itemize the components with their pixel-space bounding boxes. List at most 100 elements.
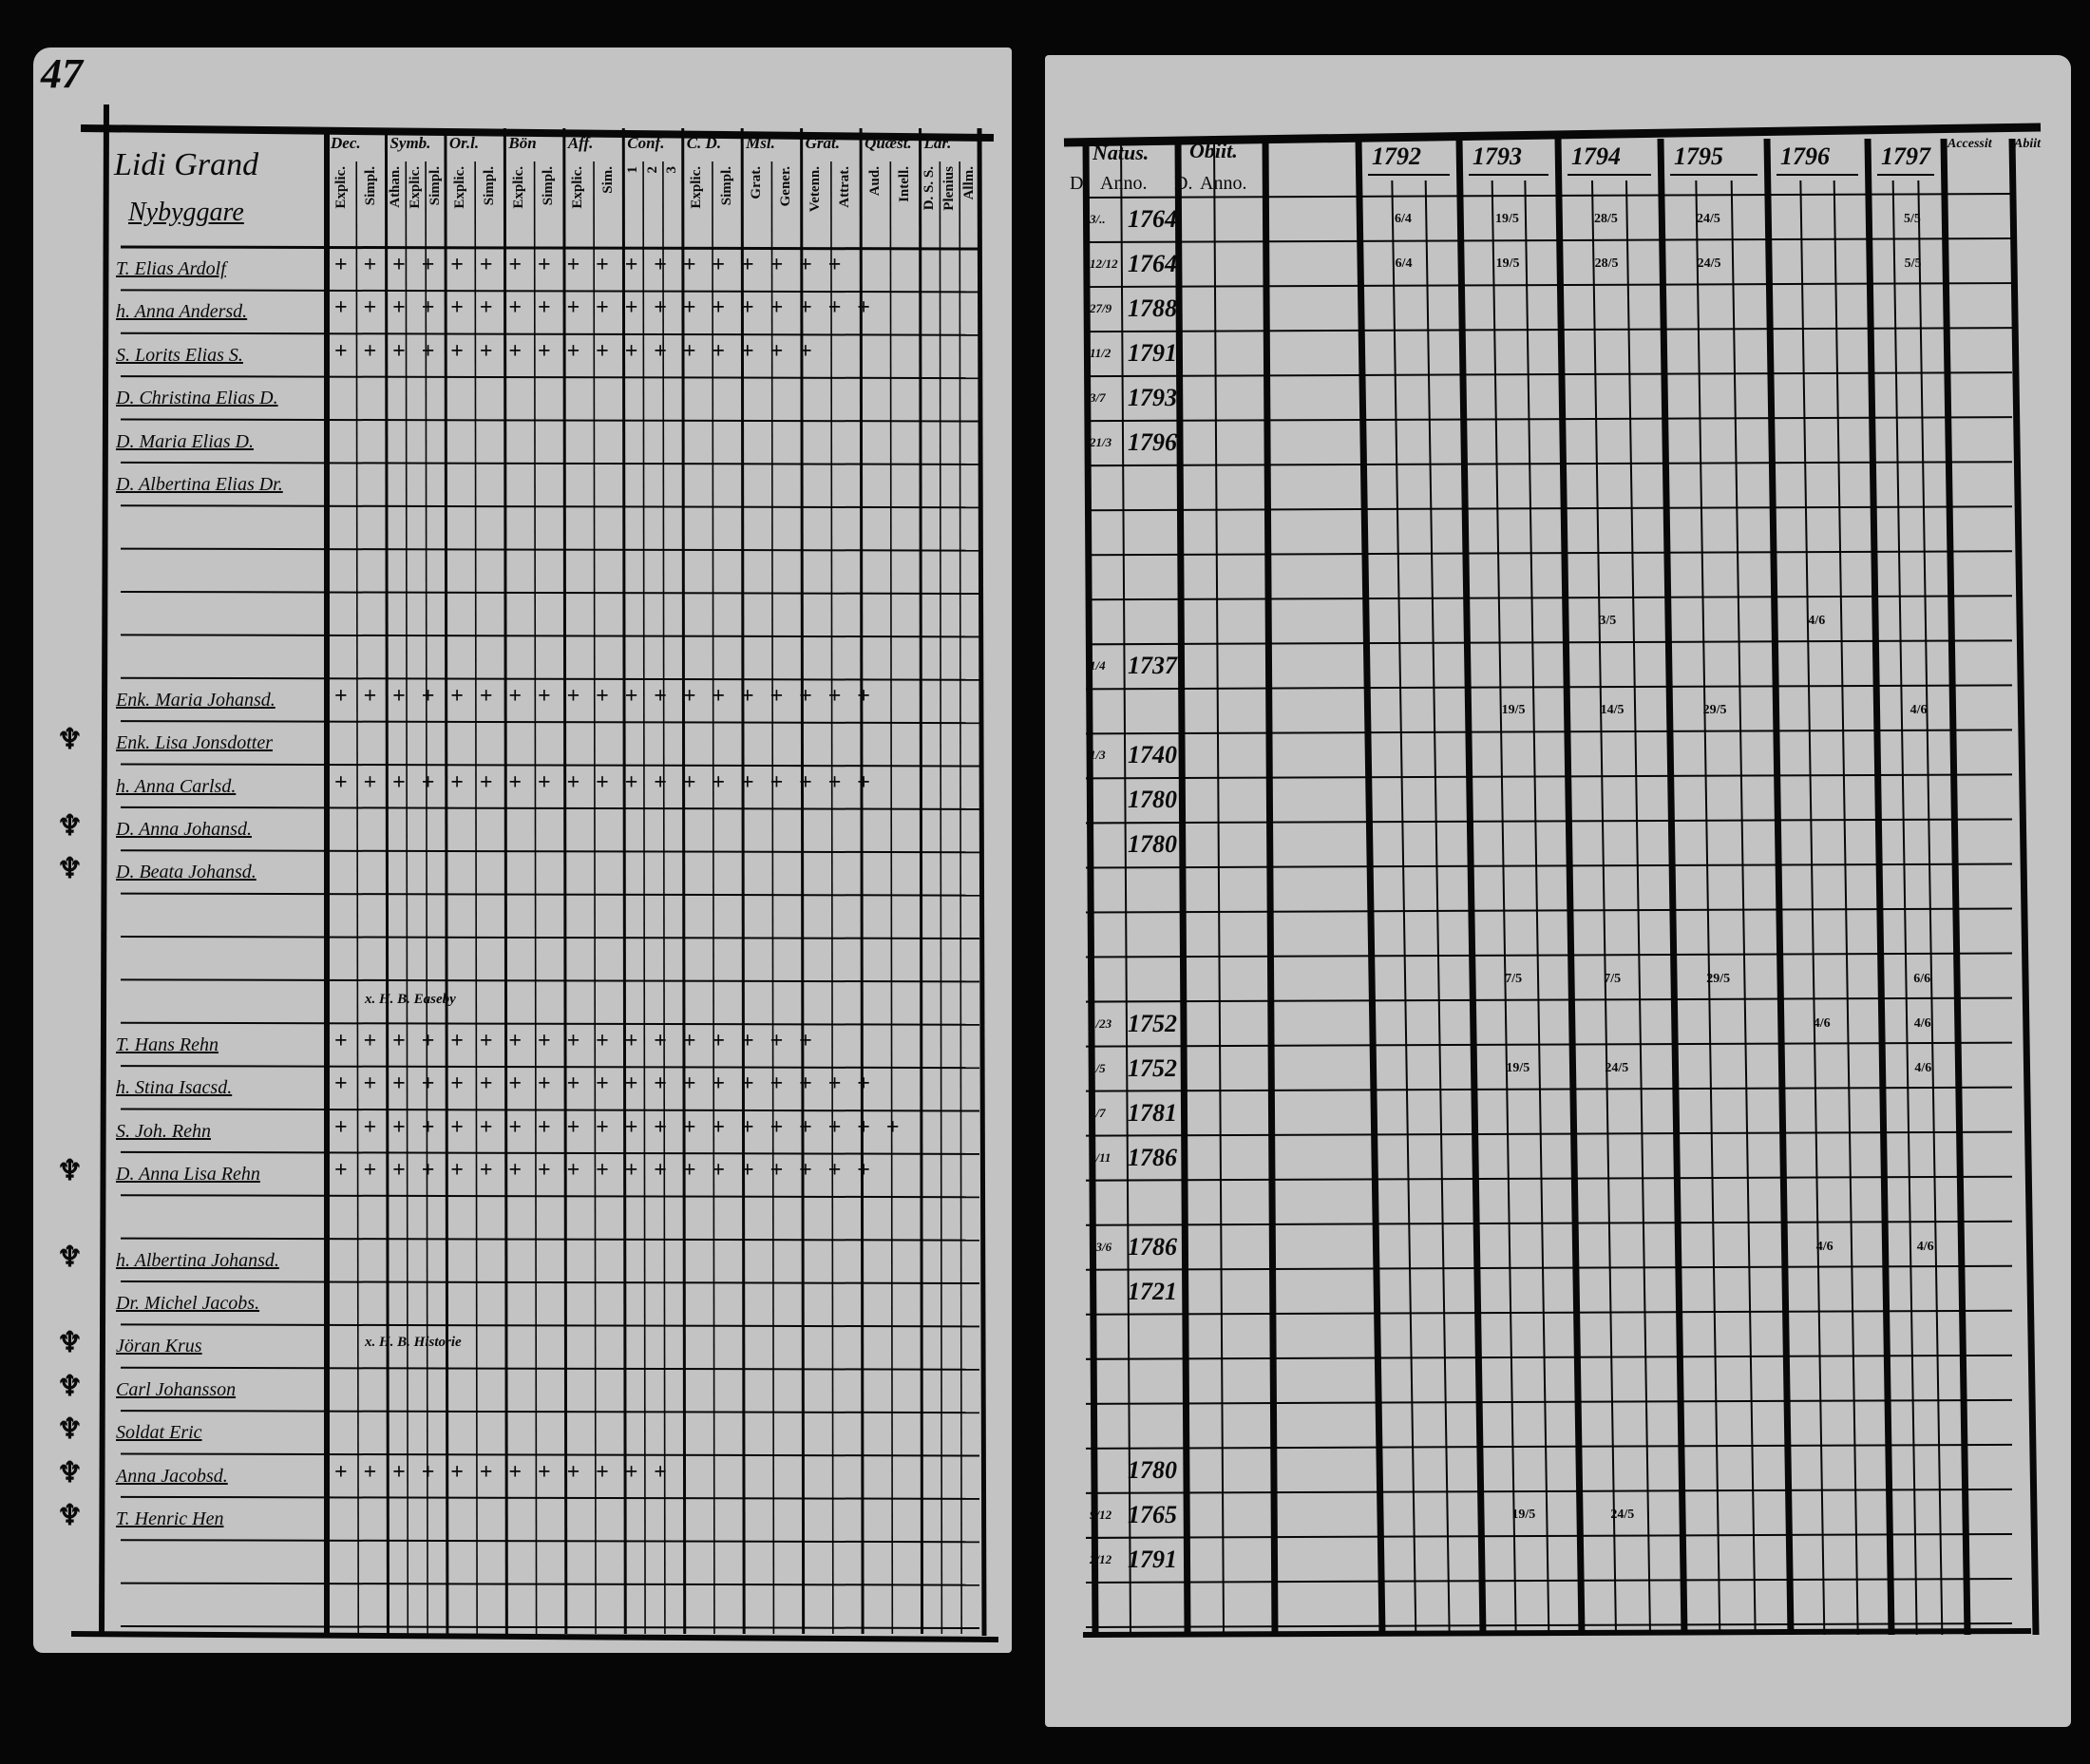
attendance-mark: + bbox=[508, 1157, 522, 1183]
examination-date: 14/5 bbox=[1600, 703, 1624, 718]
examination-date: 24/5 bbox=[1610, 1507, 1635, 1522]
attendance-mark: + bbox=[654, 295, 667, 321]
sub-column-rule bbox=[1491, 180, 1517, 1636]
attendance-mark: + bbox=[857, 295, 870, 321]
row-rule bbox=[1085, 595, 2013, 601]
attendance-mark: + bbox=[363, 1072, 377, 1097]
row-rule bbox=[120, 720, 980, 725]
header-top-rule bbox=[80, 124, 995, 142]
column-rule bbox=[1940, 138, 1971, 1636]
examination-date: 29/5 bbox=[1706, 971, 1731, 986]
row-rule bbox=[1085, 818, 2013, 825]
attendance-mark: + bbox=[799, 338, 812, 364]
attendance-mark: + bbox=[624, 295, 638, 321]
attendance-mark: + bbox=[392, 1459, 406, 1485]
sub-column-header: Explic. bbox=[332, 166, 349, 209]
attendance-mark: + bbox=[392, 1114, 406, 1140]
examination-date: 19/5 bbox=[1495, 256, 1520, 272]
row-rule bbox=[1085, 729, 2013, 735]
birth-day: 1/5 bbox=[1090, 1060, 1106, 1075]
sub-column-header: Simpl. bbox=[427, 166, 443, 206]
attendance-mark: + bbox=[624, 1157, 638, 1183]
attendance-mark: + bbox=[770, 1072, 784, 1097]
attendance-mark: + bbox=[799, 1028, 812, 1053]
row-rule bbox=[1085, 1130, 2013, 1137]
sub-column-rule bbox=[1730, 180, 1757, 1636]
sub-column-header: Vetenn. bbox=[808, 166, 824, 213]
attendance-mark: + bbox=[740, 295, 754, 321]
right-edge-rule bbox=[977, 127, 987, 1637]
attendance-mark: + bbox=[479, 338, 493, 364]
attendance-mark: + bbox=[363, 1028, 377, 1053]
sub-column-header: Attrat. bbox=[837, 166, 853, 208]
attendance-mark: + bbox=[479, 769, 493, 795]
row-rule bbox=[120, 1108, 980, 1112]
attendance-mark: + bbox=[596, 683, 609, 709]
row-rule bbox=[1085, 1264, 2013, 1271]
birth-year: 1793 bbox=[1128, 384, 1177, 412]
attendance-mark: + bbox=[712, 683, 726, 709]
person-name: S. Lorits Elias S. bbox=[116, 344, 243, 366]
attendance-mark: + bbox=[596, 1157, 609, 1183]
attendance-mark: + bbox=[479, 1114, 493, 1140]
person-name: h. Stina Isacsd. bbox=[116, 1077, 233, 1099]
birth-day: 1/23 bbox=[1090, 1015, 1112, 1031]
sub-column-rule bbox=[1891, 180, 1918, 1636]
birth-year: 1765 bbox=[1128, 1500, 1177, 1528]
sub-column-rule bbox=[425, 161, 428, 1635]
attendance-mark: + bbox=[624, 1028, 638, 1053]
column-header: Aff. bbox=[567, 134, 594, 152]
attendance-mark: + bbox=[799, 1114, 812, 1140]
attendance-mark: + bbox=[334, 1028, 348, 1053]
row-rule bbox=[1085, 1041, 2013, 1048]
row-rule bbox=[1085, 371, 2013, 378]
column-rule bbox=[1120, 138, 1131, 1636]
attendance-mark: + bbox=[712, 1114, 726, 1140]
sub-column-rule bbox=[1591, 180, 1617, 1636]
column-rule bbox=[1763, 138, 1795, 1636]
attendance-mark: + bbox=[421, 1157, 435, 1183]
column-rule bbox=[1082, 138, 1099, 1636]
birth-day: 1/4 bbox=[1090, 658, 1106, 673]
attendance-mark: + bbox=[712, 769, 726, 795]
birth-year: 1786 bbox=[1128, 1232, 1177, 1261]
examination-date: 7/5 bbox=[1604, 971, 1622, 986]
attendance-mark: + bbox=[537, 1114, 551, 1140]
deceased-symbol: ♆ bbox=[57, 1241, 83, 1273]
examination-date: 28/5 bbox=[1594, 212, 1618, 226]
attendance-mark: + bbox=[363, 769, 377, 795]
row-rule bbox=[1085, 1622, 2013, 1628]
person-name: D. Anna Johansd. bbox=[116, 818, 252, 840]
person-name: Carl Johansson bbox=[116, 1378, 237, 1400]
row-rule bbox=[120, 849, 980, 854]
person-name: Anna Jacobsd. bbox=[116, 1465, 228, 1487]
attendance-mark: + bbox=[508, 295, 522, 321]
attendance-mark: + bbox=[566, 295, 580, 321]
attendance-mark: + bbox=[566, 1028, 580, 1053]
left-ruled-grid bbox=[70, 104, 999, 1642]
attendance-mark: + bbox=[450, 1114, 464, 1140]
birth-year: 1764 bbox=[1128, 250, 1177, 278]
row-rule bbox=[120, 763, 980, 768]
natus-anno-header: Anno. bbox=[1100, 173, 1148, 194]
column-rule bbox=[1355, 138, 1386, 1636]
abiit-header: Abiit bbox=[2014, 137, 2042, 151]
examination-date: 19/5 bbox=[1495, 212, 1519, 226]
attendance-mark: + bbox=[740, 1028, 754, 1053]
column-group-rule bbox=[859, 127, 864, 1635]
sub-column-header: D. S. S. bbox=[921, 166, 937, 211]
person-name: S. Joh. Rehn bbox=[116, 1120, 211, 1142]
attendance-mark: + bbox=[566, 1114, 580, 1140]
attendance-mark: + bbox=[566, 1157, 580, 1183]
attendance-mark: + bbox=[450, 683, 464, 709]
attendance-mark: + bbox=[596, 1459, 609, 1485]
row-rule bbox=[120, 375, 980, 380]
birth-year: 1780 bbox=[1128, 1455, 1177, 1484]
sub-column-rule bbox=[1524, 180, 1550, 1636]
person-name: T. Henric Hen bbox=[116, 1508, 224, 1529]
attendance-mark: + bbox=[508, 1459, 522, 1485]
row-rule bbox=[120, 547, 980, 552]
obiit-header: Obiit. bbox=[1189, 139, 1238, 162]
birth-day: 5/7 bbox=[1090, 1105, 1106, 1120]
row-rule bbox=[1085, 863, 2013, 869]
